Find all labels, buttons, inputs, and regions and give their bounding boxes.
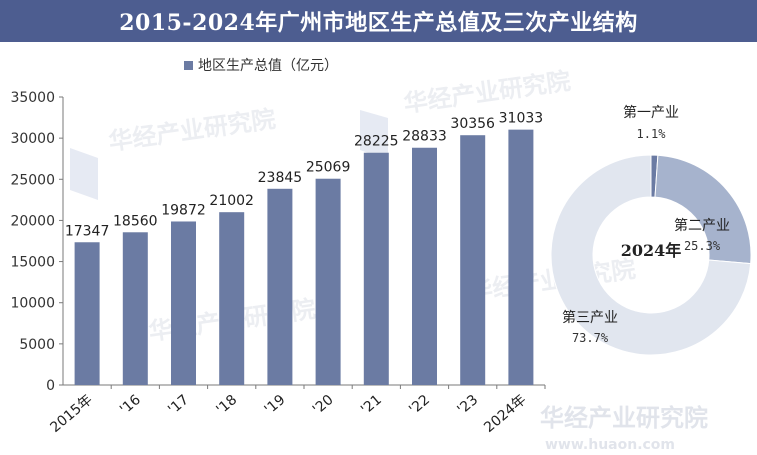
- watermark-logo: [70, 110, 388, 200]
- legend-label: 地区生产总值（亿元）: [198, 58, 338, 74]
- x-tick-label: 2024年: [481, 392, 529, 436]
- bar: [74, 242, 100, 385]
- watermark-text: 华经产业研究院: [540, 404, 708, 432]
- y-axis: 0 5000 10000 15000 20000 25000 30000 35000: [10, 90, 64, 394]
- bar: [122, 232, 148, 385]
- bar-value-label: 21002: [209, 193, 254, 209]
- donut-slice-label: 第二产业: [674, 217, 730, 234]
- x-ticks: 2015年 '16 '17 '18 '19 '20 '21 '22 '23 2024年: [47, 385, 546, 436]
- donut-center-label: 2024年: [621, 241, 682, 260]
- donut-slice-value: 1.1%: [637, 127, 667, 141]
- watermark-text: 华经产业研究院: [402, 67, 572, 118]
- bar-value-label: 18560: [113, 213, 158, 229]
- bar-value-label: 30356: [450, 116, 495, 132]
- y-tick-label: 25000: [10, 172, 55, 188]
- y-tick-label: 5000: [19, 337, 55, 353]
- legend-swatch: [184, 61, 193, 70]
- legend: 地区生产总值（亿元）: [184, 58, 338, 74]
- bar: [460, 135, 486, 385]
- bar: [267, 188, 293, 385]
- y-ticks: 0 5000 10000 15000 20000 25000 30000 35000: [10, 90, 63, 394]
- bar-value-label: 25069: [306, 160, 351, 176]
- donut-slice-label: 第一产业: [623, 104, 679, 121]
- donut-slice-value: 25.3%: [684, 239, 721, 253]
- x-tick-label: '21: [358, 392, 385, 418]
- bar: [412, 147, 437, 385]
- x-tick-label: '16: [117, 392, 144, 418]
- bar: [508, 129, 534, 385]
- bar: [363, 152, 389, 385]
- bar-value-label: 19872: [161, 202, 206, 218]
- x-tick-label: '18: [213, 392, 240, 418]
- donut-chart: [550, 154, 752, 356]
- watermark-text: 华经产业研究院: [107, 105, 277, 156]
- x-tick-label: '23: [454, 392, 481, 418]
- bar: [315, 178, 341, 385]
- bar: [219, 212, 245, 385]
- bar-value-label: 23845: [258, 170, 303, 186]
- page-title: 2015-2024年广州市地区生产总值及三次产业结构: [0, 0, 757, 42]
- bar-value-label: 28833: [402, 129, 447, 145]
- x-tick-label: 2015年: [47, 392, 95, 436]
- donut-slice: [550, 154, 752, 356]
- watermark-group: 华经产业研究院 华经产业研究院 华经产业研究院 华经产业研究院 华经产业研究院 …: [70, 67, 708, 453]
- bar-value-label: 17347: [65, 223, 110, 239]
- y-tick-label: 10000: [10, 296, 55, 312]
- donut-slice: [654, 154, 752, 265]
- bar: [171, 221, 196, 385]
- y-tick-label: 0: [46, 378, 55, 394]
- x-tick-label: '19: [262, 392, 289, 418]
- bar-value-label: 28225: [354, 134, 399, 150]
- watermark-url: www.huaon.com: [545, 437, 675, 453]
- donut-slice-value: 73.7%: [572, 331, 609, 345]
- y-tick-label: 20000: [10, 213, 55, 229]
- x-tick-label: '22: [406, 392, 433, 418]
- x-tick-label: '20: [310, 392, 337, 418]
- x-axis: 2015年 '16 '17 '18 '19 '20 '21 '22 '23 2024年: [47, 384, 546, 436]
- y-tick-label: 35000: [10, 90, 55, 106]
- bar-value-label: 31033: [499, 111, 544, 127]
- y-tick-label: 30000: [10, 131, 55, 147]
- donut-slice-label: 第三产业: [562, 309, 618, 326]
- x-tick-label: '17: [165, 392, 192, 418]
- y-tick-label: 15000: [10, 255, 55, 271]
- donut-labels: 第一产业 1.1% 第二产业 25.3% 第三产业 73.7%: [562, 104, 730, 345]
